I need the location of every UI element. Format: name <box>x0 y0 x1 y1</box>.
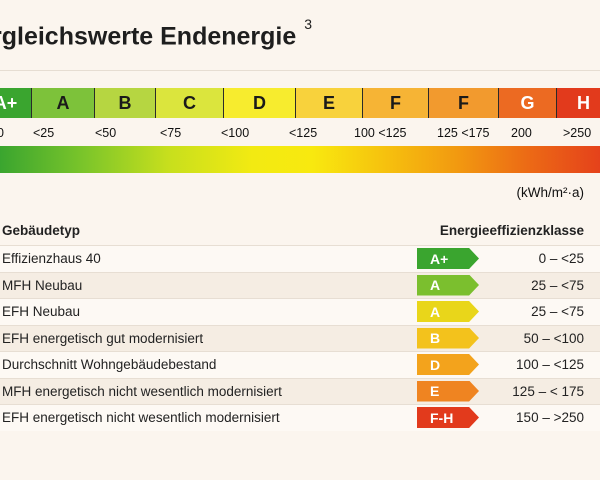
scale-tick: 100 <125 <box>354 126 407 140</box>
table-row: EFH Neubau A 25 – <75 <box>0 298 600 325</box>
class-badge-label: E <box>430 383 440 399</box>
table-row: Durchschnitt Wohngebäudebestand D 100 – … <box>0 351 600 378</box>
table-row: MFH Neubau A 25 – <75 <box>0 271 600 298</box>
column-header-type: Gebäudetyp <box>2 223 81 238</box>
class-badge: A <box>417 301 479 322</box>
energy-range: 100 – <125 <box>516 357 584 372</box>
class-badge: F-H <box>417 407 479 428</box>
class-badge-label: B <box>430 330 441 346</box>
scale-segment: G <box>499 88 557 118</box>
table-row: MFH energetisch nicht wesentlich moderni… <box>0 377 600 404</box>
building-type: Effizienzhaus 40 <box>2 251 101 266</box>
scale-tick: <25 <box>33 126 55 140</box>
table-row: EFH energetisch gut modernisiert B 50 – … <box>0 324 600 351</box>
class-badge-label: A+ <box>430 250 449 267</box>
header-divider <box>0 70 600 71</box>
class-badge-label: A <box>430 303 441 320</box>
energy-range: 125 – < 175 <box>512 383 584 399</box>
class-badge-label: D <box>430 356 441 373</box>
table-header: Gebäudetyp Energieeffizienzklasse <box>0 215 600 245</box>
scale-segment: D <box>224 88 296 118</box>
unit-label: (kWh/m²·a) <box>516 185 585 200</box>
scale-tick: <125 <box>289 126 318 140</box>
column-header-class: Energieeffizienzklasse <box>439 223 584 238</box>
scale-tick: <75 <box>160 126 182 140</box>
scale-segment: A <box>32 88 95 118</box>
scale-tick: 0 <box>0 126 4 140</box>
footnote-marker: 3 <box>304 16 313 32</box>
class-badge: B <box>417 327 479 349</box>
energy-gradient-bar <box>0 146 600 173</box>
energy-range: 50 – <100 <box>523 330 584 346</box>
class-badge: E <box>417 380 479 402</box>
scale-segment: E <box>296 88 363 118</box>
scale-tick: 125 <175 <box>437 126 490 140</box>
scale-segment: C <box>156 88 224 118</box>
class-badge-label: A <box>430 277 441 293</box>
scale-segment: B <box>95 88 156 118</box>
table-row: EFH energetisch nicht wesentlich moderni… <box>0 404 600 431</box>
class-badge: A <box>417 274 479 296</box>
building-type: MFH Neubau <box>2 277 83 293</box>
scale-tick: 200 <box>511 126 532 140</box>
building-type: MFH energetisch nicht wesentlich moderni… <box>2 383 282 399</box>
page-title-text: rgleichswerte Endenergie <box>0 22 297 51</box>
scale-segment-label: B <box>118 92 132 113</box>
class-badge: A+ <box>417 248 479 269</box>
scale-segment: F <box>363 88 429 118</box>
scale-segment-label: F <box>390 92 401 113</box>
scale-segment-label: G <box>520 92 535 113</box>
efficiency-table: Gebäudetyp Energieeffizienzklasse Effizi… <box>0 215 600 431</box>
scale-segment-label: F <box>458 92 469 113</box>
page-title: rgleichswerte Endenergie 3 <box>0 16 312 51</box>
table-body: Effizienzhaus 40 A+ 0 – <25 MFH Neubau A… <box>0 245 600 431</box>
energy-range: 150 – >250 <box>516 410 584 425</box>
scale-segment-label: E <box>322 92 335 113</box>
scale-segment: A+ <box>0 88 32 118</box>
scale-tick: <100 <box>221 126 250 140</box>
scale-ticks: 0 <25 <50 <75 <100 <125 100 <125 125 <17… <box>0 126 600 142</box>
scale-segment-label: C <box>183 92 196 113</box>
energy-range: 0 – <25 <box>538 251 584 266</box>
energy-range: 25 – <75 <box>531 277 584 293</box>
scale-tick: >250 <box>563 126 592 140</box>
building-type: EFH energetisch nicht wesentlich moderni… <box>2 410 280 425</box>
scale-segment-label: D <box>253 92 266 113</box>
scale-tick: <50 <box>95 126 117 140</box>
scale-segment-label: A <box>56 92 70 113</box>
table-row: Effizienzhaus 40 A+ 0 – <25 <box>0 245 600 272</box>
building-type: Durchschnitt Wohngebäudebestand <box>2 357 217 372</box>
building-type: EFH Neubau <box>2 304 81 319</box>
building-type: EFH energetisch gut modernisiert <box>2 330 204 346</box>
energy-range: 25 – <75 <box>531 304 584 319</box>
scale-segment: H <box>557 88 600 118</box>
scale-segment-label: A+ <box>0 92 18 113</box>
scale-segment-label: H <box>577 92 590 113</box>
class-badge: D <box>417 354 479 375</box>
scale-segment: F <box>429 88 499 118</box>
energy-class-scale: A+ A B C D E F F G H <box>0 88 600 118</box>
class-badge-label: F-H <box>430 409 454 426</box>
